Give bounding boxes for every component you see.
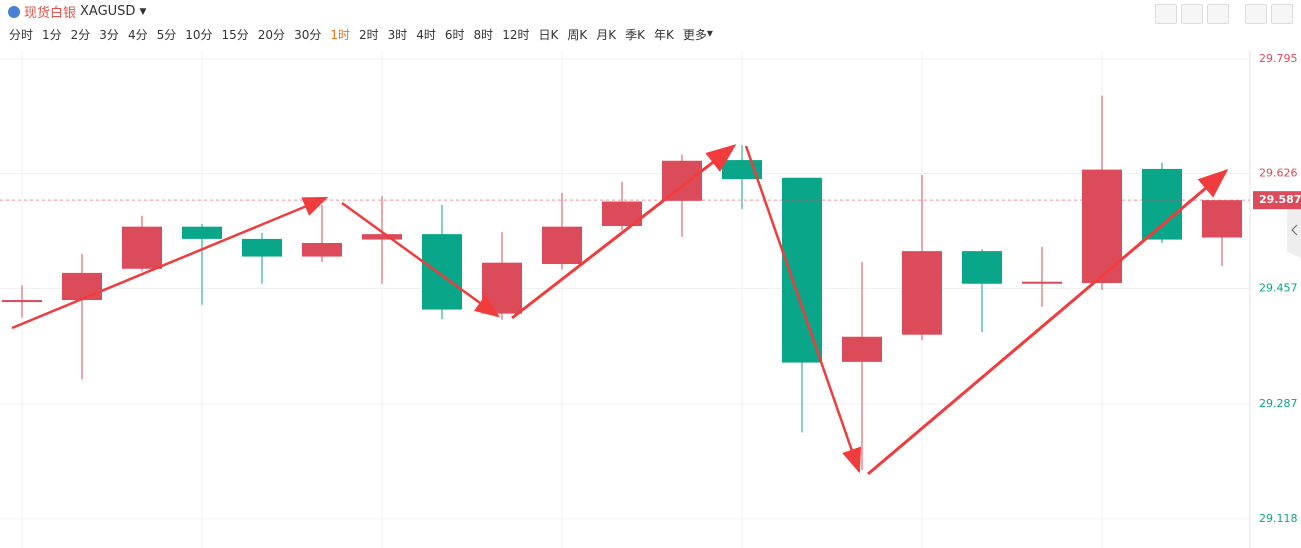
y-tick-label: 29.795 (1259, 52, 1298, 65)
timeframe[interactable]: 20分 (257, 28, 286, 42)
timeframe-bar: 分时 1分 2分 3分 4分 5分 10分 15分 20分 30分 1时 2时 3时 4时 6时 8时 12时日… (9, 26, 713, 42)
timeframe[interactable]: 6时 (444, 28, 465, 42)
timeframe[interactable]: 月K (596, 28, 617, 42)
tool[interactable] (1207, 4, 1229, 24)
candle-body (662, 160, 702, 201)
y-tick-label: 29.118 (1259, 512, 1298, 525)
timeframe[interactable]: 2分 (70, 28, 91, 42)
timeframe[interactable]: 15分 (221, 28, 249, 42)
toolbar (1155, 4, 1293, 24)
timeframe[interactable]: 8时 (473, 28, 494, 42)
candle-body (842, 336, 882, 362)
candle-body (122, 226, 162, 269)
y-tick-label: 29.287 (1259, 397, 1298, 410)
side-handle[interactable] (1287, 203, 1301, 258)
timeframe[interactable]: 年K (653, 28, 674, 42)
symbol[interactable]: 现货白银 XAGUSD ▼ (8, 2, 146, 21)
candle-body (962, 251, 1002, 284)
y-tick-label: 29.626 (1259, 167, 1298, 180)
candle-body (302, 242, 342, 257)
timeframe[interactable]: 12时 (502, 28, 530, 42)
timeframe[interactable]: 4时 (416, 28, 436, 42)
candle-body (482, 262, 522, 314)
timeframe[interactable]: 1分 (42, 28, 62, 42)
candle-body (1022, 281, 1062, 284)
candle-body (542, 226, 582, 265)
candle-body (62, 272, 102, 301)
candle-body (422, 234, 462, 310)
timeframe[interactable]: 4分 (127, 28, 148, 42)
symbol-name: 现货白银 (24, 6, 77, 21)
timeframe[interactable]: 更多 (682, 28, 707, 42)
timeframe[interactable]: 日K (538, 28, 559, 42)
candle-body (242, 238, 282, 257)
timeframe[interactable]: 30分 (294, 28, 322, 42)
tool[interactable] (1181, 4, 1203, 24)
timeframe[interactable]: 5分 (156, 28, 177, 42)
tool[interactable] (1271, 4, 1293, 24)
side-handle-icon (1291, 224, 1298, 236)
y-tick-label: 29.457 (1259, 282, 1298, 295)
candle-body (1142, 168, 1182, 240)
last-price-box (1253, 191, 1301, 210)
last-price-label: 29.587 (1259, 193, 1301, 206)
candle-body (902, 251, 942, 335)
timeframe[interactable]: 2时 (358, 28, 379, 42)
annotation-arrows (11, 144, 1229, 476)
timeframe[interactable]: 3分 (99, 28, 119, 42)
timeframe[interactable]: 1时 (330, 28, 350, 42)
tool[interactable] (1245, 4, 1267, 24)
timeframe[interactable]: 10分 (185, 28, 213, 42)
candle-body (362, 234, 402, 240)
candle-body (182, 226, 222, 239)
candle-body (2, 300, 42, 303)
timeframe[interactable]: 季K (625, 28, 645, 42)
timeframe[interactable]: 3时 (387, 28, 408, 42)
tool[interactable] (1155, 4, 1177, 24)
timeframe[interactable]: 周K (567, 28, 588, 42)
timeframe[interactable]: 分时 (9, 28, 34, 42)
symbol-icon (8, 5, 20, 18)
candle-body (1202, 200, 1242, 238)
symbol-code: XAGUSD (80, 4, 136, 19)
